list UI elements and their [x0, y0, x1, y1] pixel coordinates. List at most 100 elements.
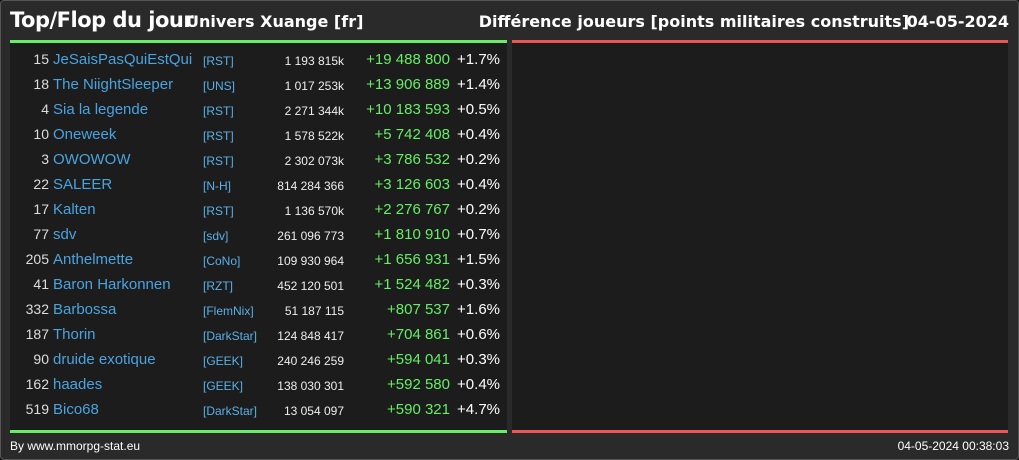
- player-rank: 10: [33, 126, 49, 142]
- percent-change: +1.7%: [457, 51, 500, 68]
- player-points: 2 302 073k: [284, 154, 344, 168]
- points-difference: +19 488 800: [366, 51, 450, 68]
- points-difference: +807 537: [387, 301, 450, 318]
- player-rank: 77: [33, 226, 49, 242]
- alliance-tag-link[interactable]: [GEEK]: [203, 354, 244, 368]
- player-points: 261 096 773: [277, 229, 344, 243]
- player-name-link[interactable]: Anthelmette: [53, 251, 134, 268]
- player-row: 332 Barbossa [FlemNix] 51 187 115 +807 537 +1…: [10, 297, 507, 322]
- top-divider-top: [10, 40, 507, 43]
- percent-change: +0.3%: [457, 276, 500, 293]
- player-rank: 187: [25, 326, 49, 342]
- player-points: 452 120 501: [277, 279, 344, 293]
- site-credit: By www.mmorpg-stat.eu: [10, 439, 141, 453]
- player-name-link[interactable]: druide exotique: [53, 351, 156, 368]
- player-rank: 4: [41, 101, 49, 117]
- percent-change: +1.6%: [457, 301, 500, 318]
- player-name-link[interactable]: Bico68: [53, 401, 99, 418]
- player-points: 1 017 253k: [284, 79, 344, 93]
- player-rank: 15: [33, 51, 49, 67]
- player-name-link[interactable]: SALEER: [53, 176, 113, 193]
- alliance-tag-link[interactable]: [FlemNix]: [203, 304, 254, 318]
- alliance-tag-link[interactable]: [RST]: [203, 204, 234, 218]
- alliance-tag-link[interactable]: [DarkStar]: [203, 404, 258, 418]
- player-row: 17 Kalten [RST] 1 136 570k +2 276 767 +0.2%: [10, 197, 507, 222]
- player-row: 205 Anthelmette [CoNo] 109 930 964 +1 656 93…: [10, 247, 507, 272]
- player-points: 814 284 366: [277, 179, 344, 193]
- player-row: 10 Oneweek [RST] 1 578 522k +5 742 408 +0.4%: [10, 122, 507, 147]
- points-difference: +590 321: [387, 401, 450, 418]
- flop-divider-top: [512, 40, 1008, 43]
- player-name-link[interactable]: Baron Harkonnen: [53, 276, 171, 293]
- player-row: 15 JeSaisPasQuiEstQui [RST] 1 193 815k +19 4…: [10, 47, 507, 72]
- ranking-date: 04-05-2024: [906, 12, 1009, 31]
- alliance-tag-link[interactable]: [RST]: [203, 54, 234, 68]
- alliance-tag-link[interactable]: [DarkStar]: [203, 329, 258, 343]
- percent-change: +0.6%: [457, 326, 500, 343]
- player-rank: 18: [33, 76, 49, 92]
- percent-change: +0.2%: [457, 201, 500, 218]
- alliance-tag-link[interactable]: [RZT]: [203, 279, 233, 293]
- player-rank: 205: [25, 251, 49, 267]
- player-points: 2 271 344k: [284, 104, 344, 118]
- player-row: 4 Sia la legende [RST] 2 271 344k +10 183 59…: [10, 97, 507, 122]
- flop-panel: [512, 43, 1008, 430]
- player-row: 77 sdv [sdv] 261 096 773 +1 810 910 +0.7%: [10, 222, 507, 247]
- generated-timestamp: 04-05-2024 00:38:03: [897, 439, 1009, 453]
- player-name-link[interactable]: The NiightSleeper: [53, 76, 174, 93]
- player-name-link[interactable]: OWOWOW: [53, 151, 131, 168]
- percent-change: +0.2%: [457, 151, 500, 168]
- player-rank: 332: [25, 301, 49, 317]
- points-difference: +10 183 593: [366, 101, 450, 118]
- player-points: 138 030 301: [277, 379, 344, 393]
- player-name-link[interactable]: Sia la legende: [53, 101, 149, 118]
- player-name-link[interactable]: haades: [53, 376, 103, 393]
- alliance-tag-link[interactable]: [CoNo]: [203, 254, 241, 268]
- player-name-link[interactable]: Thorin: [53, 326, 96, 343]
- points-difference: +13 906 889: [366, 76, 450, 93]
- player-rank: 41: [33, 276, 49, 292]
- player-rank: 22: [33, 176, 49, 192]
- percent-change: +0.5%: [457, 101, 500, 118]
- player-points: 124 848 417: [277, 329, 344, 343]
- player-rank: 162: [25, 376, 49, 392]
- alliance-tag-link[interactable]: [N-H]: [203, 179, 231, 193]
- percent-change: +0.4%: [457, 126, 500, 143]
- player-name-link[interactable]: JeSaisPasQuiEstQui: [53, 51, 193, 68]
- alliance-tag-link[interactable]: [sdv]: [203, 229, 229, 243]
- points-difference: +1 810 910: [374, 226, 451, 243]
- universe-label: Univers Xuange [fr]: [186, 12, 364, 31]
- player-name-link[interactable]: sdv: [53, 226, 77, 243]
- percent-change: +0.4%: [457, 376, 500, 393]
- player-points: 1 193 815k: [284, 54, 344, 68]
- alliance-tag-link[interactable]: [RST]: [203, 154, 234, 168]
- points-difference: +1 656 931: [374, 251, 451, 268]
- player-name-link[interactable]: Oneweek: [53, 126, 117, 143]
- points-difference: +1 524 482: [374, 276, 451, 293]
- player-row: 18 The NiightSleeper [UNS] 1 017 253k +13 90…: [10, 72, 507, 97]
- points-difference: +3 786 532: [374, 151, 451, 168]
- player-points: 109 930 964: [277, 254, 344, 268]
- alliance-tag-link[interactable]: [RST]: [203, 129, 234, 143]
- player-name-link[interactable]: Barbossa: [53, 301, 117, 318]
- player-row: 519 Bico68 [DarkStar] 13 054 097 +590 321 +4.…: [10, 397, 507, 422]
- player-points: 240 246 259: [277, 354, 344, 368]
- alliance-tag-link[interactable]: [GEEK]: [203, 379, 244, 393]
- alliance-tag-link[interactable]: [UNS]: [203, 79, 236, 93]
- player-row: 162 haades [GEEK] 138 030 301 +592 580 +0.4%: [10, 372, 507, 397]
- alliance-tag-link[interactable]: [RST]: [203, 104, 234, 118]
- player-row: 3 OWOWOW [RST] 2 302 073k +3 786 532 +0.2%: [10, 147, 507, 172]
- player-row: 22 SALEER [N-H] 814 284 366 +3 126 603 +0.4%: [10, 172, 507, 197]
- ranking-subtitle: Différence joueurs [points militaires co…: [478, 12, 909, 31]
- percent-change: +0.4%: [457, 176, 500, 193]
- top-divider-bottom: [10, 430, 507, 433]
- flop-divider-bottom: [512, 430, 1008, 433]
- player-rank: 3: [41, 151, 49, 167]
- player-points: 1 136 570k: [284, 204, 344, 218]
- player-points: 51 187 115: [284, 304, 344, 318]
- points-difference: +594 041: [387, 351, 450, 368]
- player-rank: 519: [25, 401, 49, 417]
- points-difference: +592 580: [387, 376, 450, 393]
- player-row: 41 Baron Harkonnen [RZT] 452 120 501 +1 524 …: [10, 272, 507, 297]
- player-name-link[interactable]: Kalten: [53, 201, 96, 218]
